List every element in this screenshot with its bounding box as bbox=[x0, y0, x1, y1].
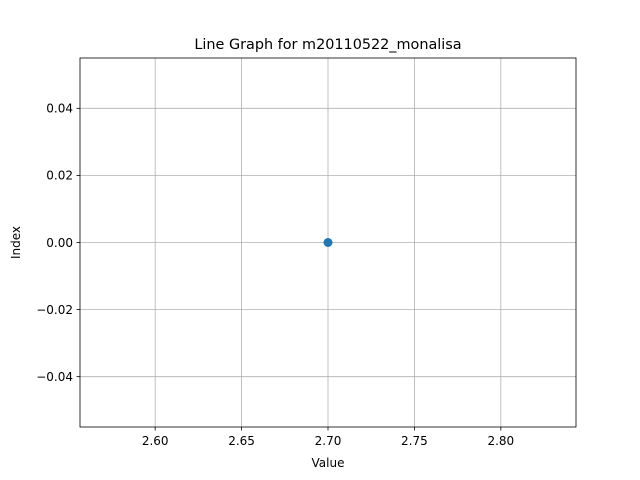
y-tick-label: −0.04 bbox=[36, 370, 73, 384]
data-point bbox=[323, 238, 333, 247]
data-series bbox=[323, 238, 333, 247]
x-axis-ticks: 2.60 2.65 2.70 2.75 2.80 bbox=[142, 427, 514, 448]
x-tick-label: 2.60 bbox=[142, 434, 169, 448]
y-tick-label: 0.02 bbox=[46, 169, 73, 183]
x-tick-label: 2.75 bbox=[401, 434, 428, 448]
x-axis-label: Value bbox=[312, 456, 345, 470]
grid-lines bbox=[80, 58, 576, 427]
y-tick-label: 0.00 bbox=[46, 236, 73, 250]
y-tick-label: −0.02 bbox=[36, 303, 73, 317]
x-tick-label: 2.70 bbox=[315, 434, 342, 448]
y-tick-label: 0.04 bbox=[46, 102, 73, 116]
x-tick-label: 2.65 bbox=[228, 434, 255, 448]
y-axis-label: Index bbox=[9, 226, 23, 259]
y-axis-ticks: −0.04 −0.02 0.00 0.02 0.04 bbox=[36, 102, 80, 384]
chart-title: Line Graph for m20110522_monalisa bbox=[194, 37, 461, 53]
x-tick-label: 2.80 bbox=[487, 434, 514, 448]
